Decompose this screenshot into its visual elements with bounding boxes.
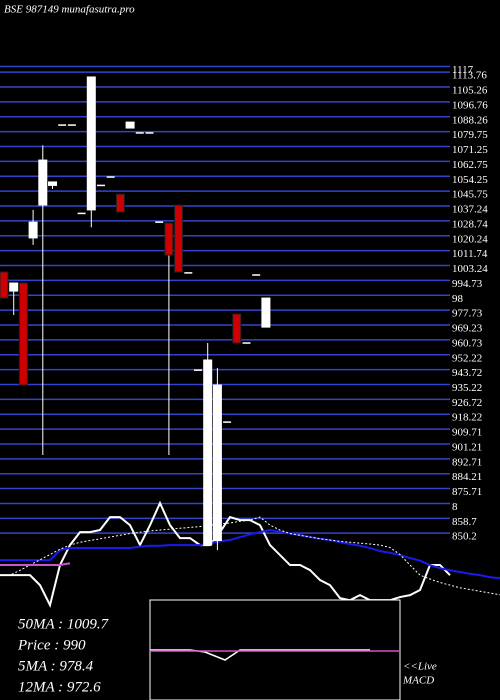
candle-body bbox=[125, 121, 135, 129]
y-tick-label: 994.73 bbox=[452, 278, 483, 290]
y-tick-label: 943.72 bbox=[452, 367, 482, 379]
y-tick-label: 892.71 bbox=[452, 456, 482, 468]
y-tick-label: 909.71 bbox=[452, 427, 482, 439]
y-tick-label: 1088.26 bbox=[452, 114, 488, 126]
macd-label: <<Live bbox=[403, 661, 437, 673]
y-tick-label: 875.71 bbox=[452, 486, 482, 498]
y-tick-label: 901.21 bbox=[452, 441, 482, 453]
y-tick-label: 1003.24 bbox=[452, 263, 488, 275]
candle-body bbox=[18, 282, 28, 386]
candle-body bbox=[203, 359, 213, 546]
candle-body bbox=[9, 282, 19, 292]
y-tick-label: 1071.25 bbox=[452, 144, 488, 156]
y-tick-label: 1037.24 bbox=[452, 204, 488, 216]
candles bbox=[0, 76, 271, 551]
y-tick-label: 977.73 bbox=[452, 308, 483, 320]
ma-line bbox=[0, 529, 500, 580]
macd-line bbox=[150, 649, 370, 661]
y-tick-label: 1117 bbox=[452, 64, 474, 76]
y-tick-label: 1079.75 bbox=[452, 129, 488, 141]
candle-body bbox=[174, 204, 184, 273]
candle-body bbox=[48, 181, 57, 186]
y-tick-label: 884.21 bbox=[452, 471, 482, 483]
candle-body bbox=[86, 76, 96, 211]
stat-label: 50MA : 1009.7 bbox=[18, 616, 110, 632]
y-tick-label: 8 bbox=[452, 501, 458, 513]
ma-line bbox=[0, 516, 500, 596]
macd-label: MACD bbox=[402, 675, 434, 687]
y-tick-label: 1054.25 bbox=[452, 174, 488, 186]
y-tick-label: 1045.75 bbox=[452, 189, 488, 201]
y-tick-label: 1028.74 bbox=[452, 218, 488, 230]
y-tick-label: 969.23 bbox=[452, 322, 483, 334]
candle-body bbox=[115, 193, 125, 213]
y-tick-label: 1011.74 bbox=[452, 248, 488, 260]
y-tick-label: 1020.24 bbox=[452, 233, 488, 245]
y-tick-label: 1105.26 bbox=[452, 85, 488, 97]
y-tick-label: 850.2 bbox=[452, 531, 477, 543]
y-tick-label: 926.72 bbox=[452, 397, 482, 409]
stats: 50MA : 1009.7 Price : 990 5MA : 978.4 12MA … bbox=[17, 616, 437, 695]
y-tick-label: 952.22 bbox=[452, 352, 482, 364]
y-tick-label: 918.22 bbox=[452, 412, 482, 424]
candle-body bbox=[212, 384, 222, 542]
candle-body bbox=[164, 222, 174, 256]
stat-label: 5MA : 978.4 bbox=[18, 658, 94, 674]
candle-body bbox=[0, 271, 9, 299]
candle-body bbox=[28, 221, 38, 239]
ma-line bbox=[0, 562, 71, 567]
candle-body bbox=[38, 159, 48, 206]
y-tick-label: 858.7 bbox=[452, 516, 477, 528]
stat-label: 12MA : 972.6 bbox=[18, 679, 101, 695]
candle-body bbox=[261, 297, 271, 328]
y-tick-label: 98 bbox=[452, 293, 464, 305]
chart-title: BSE 987149 munafasutra.pro bbox=[4, 4, 135, 16]
y-tick-label: 1113.76 bbox=[452, 70, 487, 82]
y-tick-label: 1096.76 bbox=[452, 99, 488, 111]
stat-label: Price : 990 bbox=[17, 637, 86, 653]
candle-body bbox=[232, 313, 242, 344]
y-tick-label: 1062.75 bbox=[452, 159, 488, 171]
y-tick-label: 960.73 bbox=[452, 337, 483, 349]
y-tick-label: 935.22 bbox=[452, 382, 482, 394]
